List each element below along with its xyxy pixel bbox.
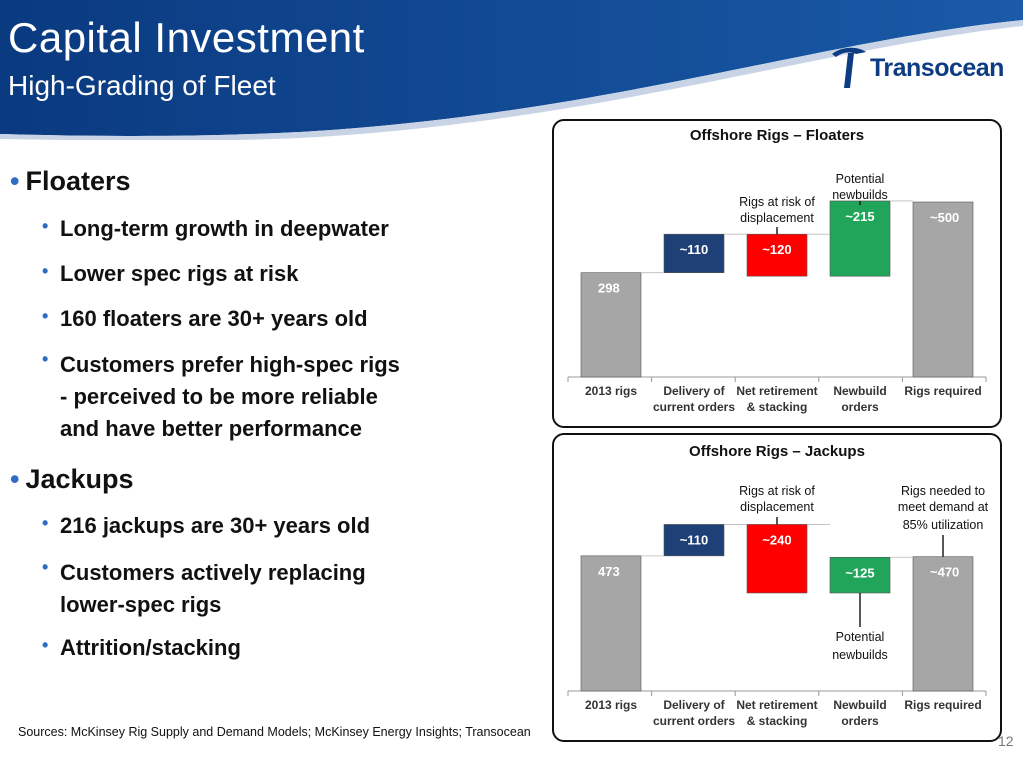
annotation-text: Potential — [836, 172, 885, 186]
bar — [663, 524, 725, 557]
logo-text: Transocean — [870, 54, 1004, 82]
annotation-text: newbuilds — [832, 648, 888, 662]
annotation-text: Potential — [836, 630, 885, 644]
tick-label: & stacking — [747, 714, 808, 728]
tick-label: Newbuild — [833, 698, 886, 712]
tick-label: 2013 rigs — [585, 384, 637, 398]
annotation-text: newbuilds — [832, 188, 888, 202]
tick-label: orders — [841, 400, 879, 414]
tick-label: Rigs required — [904, 698, 981, 712]
list-item: • 216 jackups are 30+ years old — [42, 513, 371, 538]
data-label: ~125 — [845, 565, 874, 580]
chart-panel-floaters: Offshore Rigs – Floaters 298 ~110 ~120 ~215… — [552, 119, 1002, 428]
bullet-floaters: • Floaters — [10, 166, 131, 196]
tick-label: Net retirement — [736, 698, 817, 712]
annotation-text: displacement — [740, 211, 814, 225]
bar — [912, 201, 974, 378]
page-number: 12 — [998, 733, 1014, 749]
data-label: ~240 — [762, 532, 791, 547]
bar — [746, 524, 808, 594]
annotation-text: Rigs at risk of — [739, 484, 815, 498]
bar — [912, 556, 974, 692]
data-label: ~120 — [762, 242, 791, 257]
tick-label: orders — [841, 714, 879, 728]
banner-swoosh — [0, 0, 1023, 141]
annotation-text: meet demand at — [898, 500, 989, 514]
page-subtitle: High-Grading of Fleet — [8, 70, 276, 101]
bullet-dot-icon: • — [42, 349, 49, 369]
data-label: ~500 — [930, 210, 959, 225]
list-item: • Customers prefer high-spec rigs - perc… — [42, 349, 400, 441]
data-label: 298 — [598, 281, 620, 296]
list-item: • Customers actively replacing lower-spe… — [42, 557, 366, 617]
data-label: ~110 — [680, 242, 709, 257]
page-title: Capital Investment — [8, 14, 365, 61]
chart-jackups: 473 ~110 ~240 ~125 ~470 2013 rigs Delivery of c… — [567, 484, 989, 728]
chart-title: Offshore Rigs – Jackups — [689, 443, 865, 460]
tick-label: 2013 rigs — [585, 698, 637, 712]
tick-label: & stacking — [747, 400, 808, 414]
tick-label: Delivery of — [663, 698, 725, 712]
list-item: • 160 floaters are 30+ years old — [42, 306, 368, 331]
annotation-text: displacement — [740, 500, 814, 514]
data-label: ~110 — [680, 532, 709, 547]
data-label: ~470 — [930, 565, 959, 580]
annotation-text: 85% utilization — [903, 518, 984, 532]
bar — [580, 555, 642, 692]
bullet-dot-icon: • — [42, 216, 49, 236]
list-item: • Attrition/stacking — [42, 635, 241, 660]
data-label: 473 — [598, 564, 620, 579]
bullet-jackups: • Jackups — [10, 464, 134, 494]
bar — [580, 272, 642, 378]
annotation-text: Rigs at risk of — [739, 195, 815, 209]
bullet-dot-icon: • — [42, 635, 49, 655]
annotation-text: Rigs needed to — [901, 484, 985, 498]
chart-panel-jackups: Offshore Rigs – Jackups 473 ~110 ~240 ~125 ~… — [552, 433, 1002, 742]
transocean-logo: Transocean — [828, 44, 1016, 92]
bullet-dot-icon: • — [42, 306, 49, 326]
tick-label: current orders — [653, 400, 735, 414]
bullet-dot-icon: • — [10, 166, 20, 196]
tick-label: Newbuild — [833, 384, 886, 398]
bar — [663, 233, 725, 273]
list-item: • Lower spec rigs at risk — [42, 261, 299, 286]
tick-label: current orders — [653, 714, 735, 728]
tick-label: Rigs required — [904, 384, 981, 398]
bullet-dot-icon: • — [42, 261, 49, 281]
sources-note: Sources: McKinsey Rig Supply and Demand … — [18, 725, 531, 739]
chart-floaters: 298 ~110 ~120 ~215 ~500 2013 rigs Delivery of c… — [567, 172, 987, 414]
bullet-dot-icon: • — [10, 464, 20, 494]
header-banner: Capital Investment High-Grading of Fleet… — [0, 0, 1023, 141]
data-label: ~215 — [845, 209, 874, 224]
chart-title: Offshore Rigs – Floaters — [689, 127, 865, 144]
bullet-dot-icon: • — [42, 513, 49, 533]
transocean-logo-icon — [832, 47, 866, 88]
list-item: • Long-term growth in deepwater — [42, 216, 389, 241]
bullet-dot-icon: • — [42, 557, 49, 577]
tick-label: Delivery of — [663, 384, 725, 398]
tick-label: Net retirement — [736, 384, 817, 398]
